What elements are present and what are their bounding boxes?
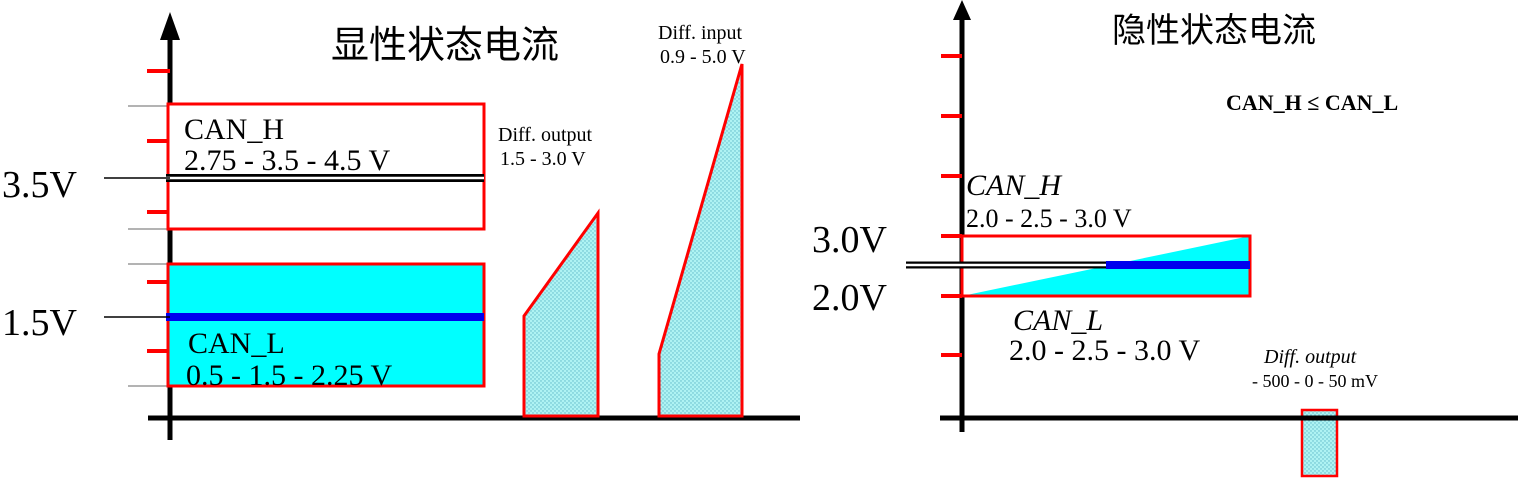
level-1-5v-label: 1.5V	[2, 302, 78, 344]
recessive-can-h-name: CAN_H	[966, 169, 1063, 202]
dominant-can-h-name: CAN_H	[184, 113, 284, 146]
recessive-can-l-name: CAN_L	[1013, 304, 1103, 337]
recessive-can-h-range: 2.0 - 2.5 - 3.0 V	[966, 204, 1132, 233]
dominant-diff-output-shape	[522, 208, 600, 418]
level-2-0v-label: 2.0V	[812, 277, 888, 319]
recessive-diff-output-box	[1300, 408, 1339, 478]
dominant-diff-input-shape	[657, 63, 744, 418]
dominant-grey-ticks	[128, 105, 170, 387]
dominant-can-l-name: CAN_L	[188, 327, 285, 360]
recessive-diff-output-label: Diff. output	[1263, 346, 1357, 368]
level-3-5v-label: 3.5V	[2, 164, 78, 206]
dominant-diff-input-label: Diff. input	[658, 22, 743, 44]
recessive-condition: CAN_H ≤ CAN_L	[1226, 90, 1398, 115]
dominant-diff-input-range: 0.9 - 5.0 V	[660, 46, 746, 68]
recessive-red-ticks	[941, 54, 962, 357]
recessive-y-axis-arrow-icon	[953, 0, 971, 20]
dominant-diff-output-range: 1.5 - 3.0 V	[500, 148, 586, 170]
dominant-diff-output-label: Diff. output	[498, 124, 593, 146]
level-3-0v-label: 3.0V	[812, 219, 888, 261]
recessive-can-l-range: 2.0 - 2.5 - 3.0 V	[1009, 334, 1200, 367]
recessive-state-panel: 隐性状态电流 CAN_H ≤ CAN_L CAN_H 2.0 - 2.5 - 3…	[812, 0, 1518, 478]
dominant-title: 显性状态电流	[331, 25, 559, 67]
dominant-can-h-band	[166, 102, 486, 231]
recessive-title: 隐性状态电流	[1112, 12, 1316, 50]
dominant-can-l-range: 0.5 - 1.5 - 2.25 V	[186, 359, 392, 392]
dominant-y-axis-arrow-icon	[160, 12, 180, 40]
dominant-red-ticks	[147, 69, 170, 353]
dominant-can-l-band	[166, 262, 486, 388]
recessive-diff-output-range: - 500 - 0 - 50 mV	[1252, 371, 1378, 391]
dominant-state-panel: 显性状态电流 CAN_H 2.75 - 3.5 - 4.5 V CAN_L 0.…	[2, 12, 800, 440]
dominant-can-h-range: 2.75 - 3.5 - 4.5 V	[184, 144, 390, 177]
